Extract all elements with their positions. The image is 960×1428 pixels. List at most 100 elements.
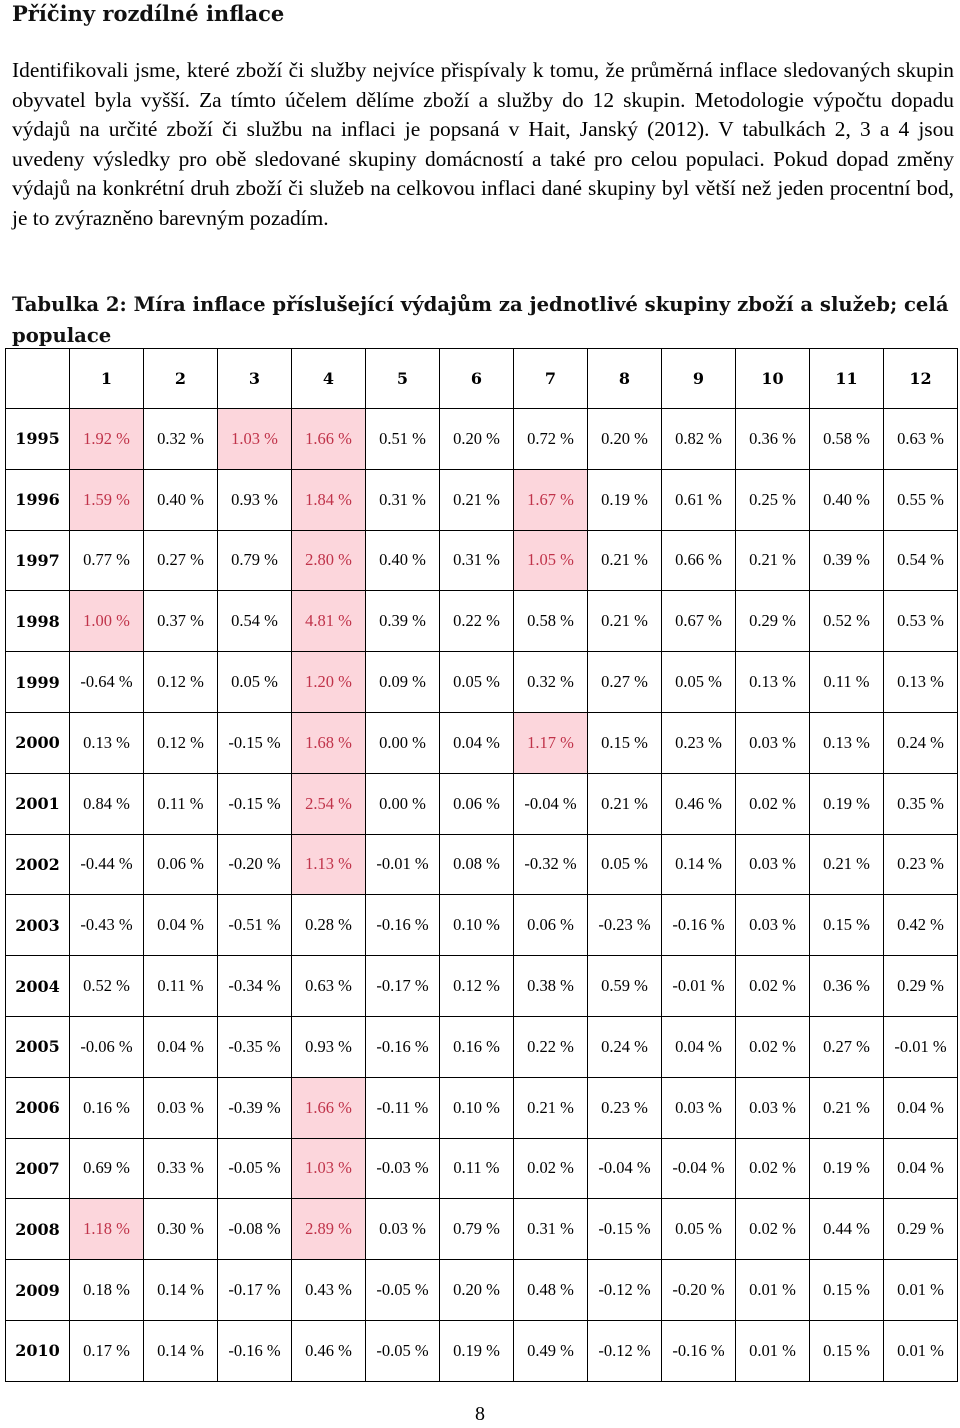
value-cell: 0.00 % [365, 711, 440, 774]
value-cell: 0.03 % [735, 1076, 810, 1139]
year-cell: 2003 [5, 894, 70, 957]
value-cell: 0.15 % [809, 1259, 884, 1321]
value-cell: 0.03 % [735, 833, 810, 896]
highlighted-value-cell: 1.05 % [513, 529, 588, 592]
value-cell: 0.27 % [587, 651, 662, 713]
value-cell: 0.06 % [143, 833, 218, 896]
year-cell: 2008 [5, 1198, 70, 1261]
value-cell: 0.63 % [291, 955, 366, 1017]
highlighted-value-cell: 1.68 % [291, 711, 366, 774]
value-cell: 0.21 % [587, 772, 662, 835]
value-cell: 0.49 % [513, 1319, 588, 1382]
value-cell: 0.06 % [513, 894, 588, 957]
value-cell: 0.08 % [439, 833, 514, 896]
value-cell: 0.01 % [735, 1259, 810, 1321]
value-cell: 0.55 % [883, 468, 958, 531]
value-cell: -0.06 % [69, 1015, 144, 1078]
table-row: 1997 0.77 % 0.27 % 0.79 % 2.80 % 0.40 % 0.31 %… [5, 529, 958, 592]
value-cell: 0.23 % [883, 833, 958, 896]
value-cell: 0.10 % [439, 894, 514, 957]
value-cell: 0.15 % [587, 711, 662, 774]
value-cell: -0.05 % [217, 1137, 292, 1200]
value-cell: 0.05 % [217, 651, 292, 713]
intro-paragraph: Identifikovali jsme, které zboží či služ… [12, 58, 954, 230]
value-cell: 0.31 % [513, 1198, 588, 1261]
value-cell: 0.17 % [69, 1319, 144, 1382]
value-cell: 0.15 % [809, 894, 884, 957]
value-cell: 0.31 % [365, 468, 440, 531]
value-cell: -0.04 % [587, 1137, 662, 1200]
value-cell: 0.63 % [883, 408, 958, 470]
value-cell: 0.67 % [661, 590, 736, 653]
value-cell: 0.39 % [809, 529, 884, 592]
value-cell: -0.15 % [217, 772, 292, 835]
value-cell: 0.39 % [365, 590, 440, 653]
value-cell: -0.17 % [217, 1259, 292, 1321]
column-header: 1 [69, 348, 144, 409]
value-cell: 0.03 % [735, 894, 810, 957]
value-cell: 0.54 % [217, 590, 292, 653]
value-cell: -0.03 % [365, 1137, 440, 1200]
value-cell: 0.23 % [661, 711, 736, 774]
value-cell: -0.04 % [513, 772, 588, 835]
value-cell: 0.19 % [439, 1319, 514, 1382]
value-cell: 0.79 % [439, 1198, 514, 1261]
column-header: 6 [439, 348, 514, 409]
value-cell: 0.93 % [217, 468, 292, 531]
value-cell: 0.04 % [661, 1015, 736, 1078]
year-cell: 2010 [5, 1319, 70, 1382]
value-cell: 0.23 % [587, 1076, 662, 1139]
value-cell: 0.12 % [143, 711, 218, 774]
value-cell: 0.05 % [661, 1198, 736, 1261]
highlighted-value-cell: 1.00 % [69, 590, 144, 653]
value-cell: -0.44 % [69, 833, 144, 896]
value-cell: -0.01 % [661, 955, 736, 1017]
value-cell: 0.21 % [735, 529, 810, 592]
page-number: 8 [475, 1403, 485, 1425]
value-cell: 0.44 % [809, 1198, 884, 1261]
value-cell: 0.38 % [513, 955, 588, 1017]
value-cell: 0.18 % [69, 1259, 144, 1321]
highlighted-value-cell: 1.17 % [513, 711, 588, 774]
value-cell: 0.21 % [587, 590, 662, 653]
column-header: 3 [217, 348, 292, 409]
value-cell: 0.40 % [809, 468, 884, 531]
value-cell: -0.12 % [587, 1259, 662, 1321]
highlighted-value-cell: 4.81 % [291, 590, 366, 653]
value-cell: 0.24 % [587, 1015, 662, 1078]
value-cell: 0.01 % [883, 1259, 958, 1321]
value-cell: 0.66 % [661, 529, 736, 592]
table-row: 2007 0.69 % 0.33 % -0.05 % 1.03 % -0.03 % 0.11… [5, 1137, 958, 1200]
header-corner-cell [5, 348, 70, 409]
year-cell: 2000 [5, 711, 70, 774]
value-cell: 0.59 % [587, 955, 662, 1017]
value-cell: 0.61 % [661, 468, 736, 531]
value-cell: -0.64 % [69, 651, 144, 713]
table-row: 2003 -0.43 % 0.04 % -0.51 % 0.28 % -0.16 % 0.1… [5, 894, 958, 957]
highlighted-value-cell: 1.20 % [291, 651, 366, 713]
value-cell: 0.03 % [143, 1076, 218, 1139]
value-cell: 0.52 % [809, 590, 884, 653]
year-cell: 2006 [5, 1076, 70, 1139]
value-cell: 0.02 % [735, 1015, 810, 1078]
value-cell: 0.13 % [883, 651, 958, 713]
value-cell: 0.21 % [809, 1076, 884, 1139]
highlighted-value-cell: 1.84 % [291, 468, 366, 531]
value-cell: 0.19 % [809, 772, 884, 835]
highlighted-value-cell: 2.89 % [291, 1198, 366, 1261]
value-cell: 0.11 % [143, 772, 218, 835]
value-cell: -0.16 % [365, 894, 440, 957]
table-caption: Tabulka 2: Míra inflace příslušející výd… [12, 293, 949, 347]
column-header: 10 [735, 348, 810, 409]
value-cell: 0.01 % [735, 1319, 810, 1382]
year-cell: 1996 [5, 468, 70, 531]
year-cell: 1998 [5, 590, 70, 653]
value-cell: 0.05 % [587, 833, 662, 896]
table-row: 2006 0.16 % 0.03 % -0.39 % 1.66 % -0.11 % 0.10… [5, 1076, 958, 1139]
value-cell: 0.48 % [513, 1259, 588, 1321]
table-header-row: 1 2 3 4 5 6 7 8 9 10 11 12 [5, 348, 958, 409]
highlighted-value-cell: 1.03 % [291, 1137, 366, 1200]
value-cell: 0.93 % [291, 1015, 366, 1078]
year-cell: 1999 [5, 651, 70, 713]
value-cell: 0.40 % [143, 468, 218, 531]
